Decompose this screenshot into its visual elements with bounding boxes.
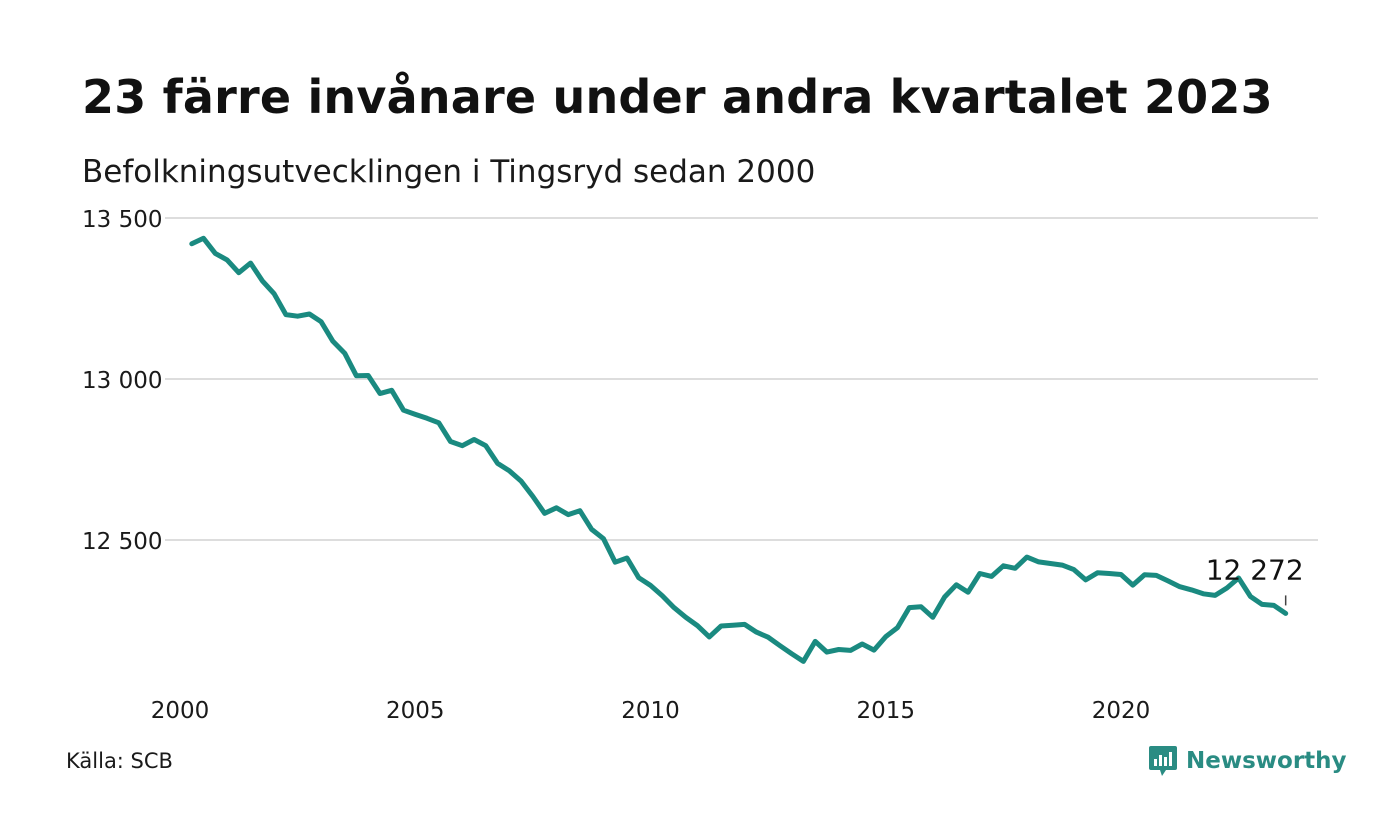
y-tick-label: 13 000	[82, 368, 162, 394]
y-tick-label: 13 500	[82, 207, 162, 233]
last-value-label: 12 272	[1206, 553, 1304, 586]
x-tick-label: 2005	[386, 698, 445, 724]
x-tick-label: 2020	[1092, 698, 1151, 724]
newsworthy-logo-icon	[1149, 746, 1177, 776]
series-line	[189, 235, 1289, 664]
chart-subtitle: Befolkningsutvecklingen i Tingsryd sedan…	[82, 154, 816, 190]
x-tick-label: 2015	[856, 698, 915, 724]
x-tick-label: 2010	[621, 698, 680, 724]
source-note: Källa: SCB	[66, 749, 173, 773]
x-tick-label: 2000	[151, 698, 210, 724]
brand-logo: Newsworthy	[1148, 744, 1347, 778]
chart-title: 23 färre invånare under andra kvartalet …	[82, 70, 1273, 124]
y-tick-label: 12 500	[82, 529, 162, 555]
brand-name: Newsworthy	[1186, 748, 1347, 774]
